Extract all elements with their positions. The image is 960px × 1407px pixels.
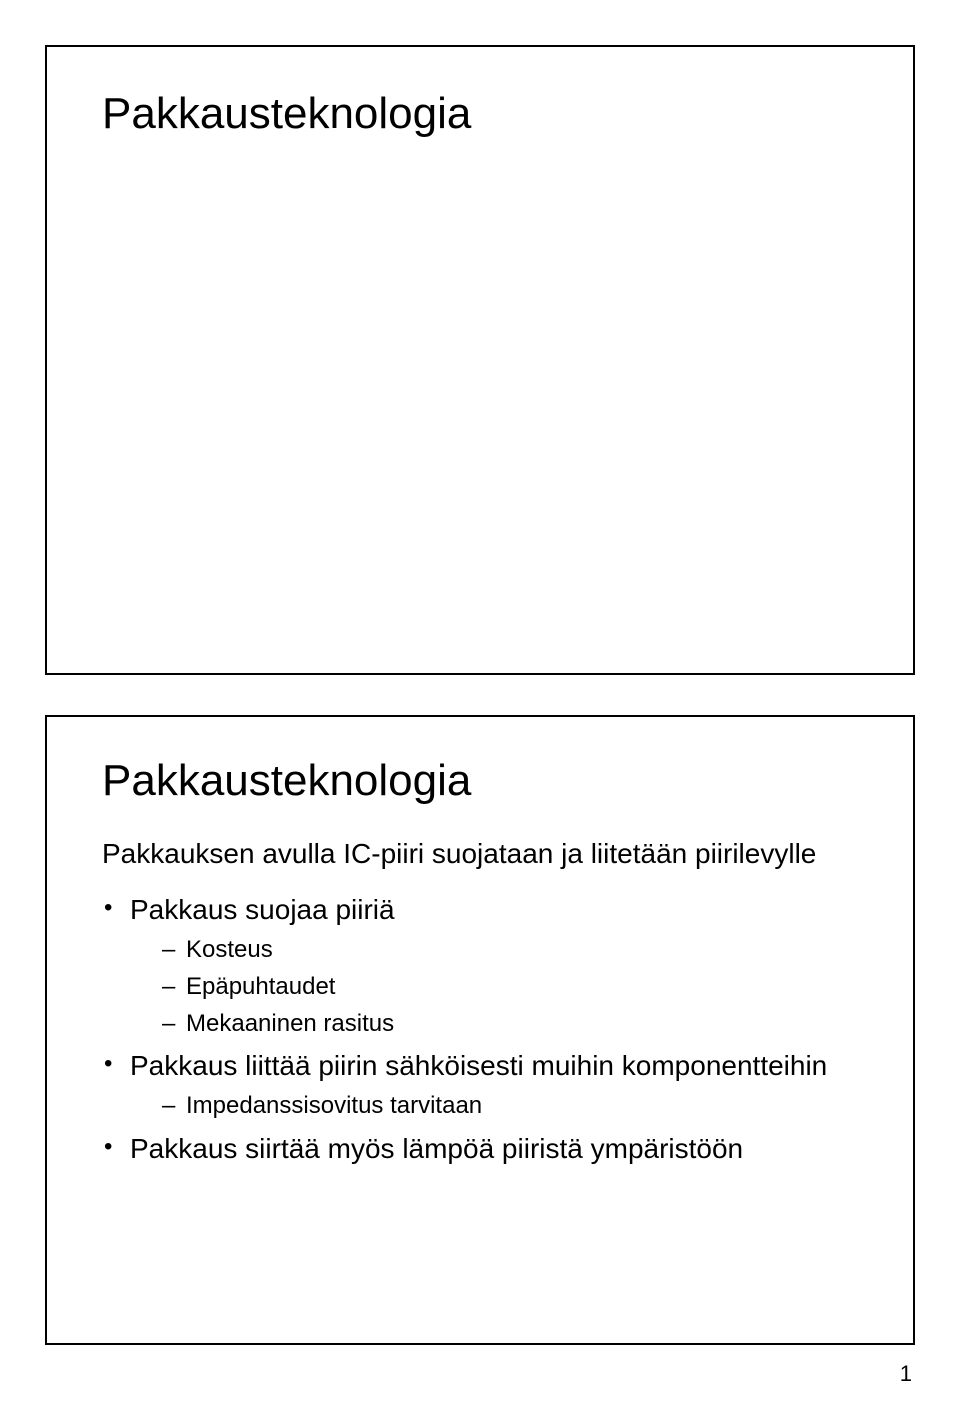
bullet-text: Pakkaus suojaa piiriä [130, 894, 395, 925]
bullet-list: Pakkaus suojaa piiriä Kosteus Epäpuhtaud… [102, 891, 873, 1168]
sub-item: Kosteus [162, 933, 873, 968]
list-item: Pakkaus suojaa piiriä Kosteus Epäpuhtaud… [102, 891, 873, 1041]
sub-item: Mekaaninen rasitus [162, 1007, 873, 1042]
sub-item: Impedanssisovitus tarvitaan [162, 1089, 873, 1124]
slide-2-intro: Pakkauksen avulla IC-piiri suojataan ja … [102, 835, 873, 873]
slide-2: Pakkausteknologia Pakkauksen avulla IC-p… [45, 715, 915, 1345]
list-item: Pakkaus siirtää myös lämpöä piiristä ymp… [102, 1130, 873, 1168]
sub-list: Kosteus Epäpuhtaudet Mekaaninen rasitus [130, 933, 873, 1041]
sub-text: Mekaaninen rasitus [186, 1010, 394, 1037]
list-item: Pakkaus liittää piirin sähköisesti muihi… [102, 1047, 873, 1124]
sub-list: Impedanssisovitus tarvitaan [130, 1089, 873, 1124]
bullet-text: Pakkaus siirtää myös lämpöä piiristä ymp… [130, 1133, 743, 1164]
page: Pakkausteknologia Pakkausteknologia Pakk… [0, 0, 960, 1407]
sub-item: Epäpuhtaudet [162, 970, 873, 1005]
page-number: 1 [900, 1361, 912, 1387]
sub-text: Impedanssisovitus tarvitaan [186, 1092, 482, 1119]
slide-2-body: Pakkauksen avulla IC-piiri suojataan ja … [102, 835, 873, 1167]
slide-1-title: Pakkausteknologia [102, 89, 471, 139]
sub-text: Kosteus [186, 936, 273, 963]
bullet-text: Pakkaus liittää piirin sähköisesti muihi… [130, 1050, 827, 1081]
sub-text: Epäpuhtaudet [186, 973, 335, 1000]
slide-1: Pakkausteknologia [45, 45, 915, 675]
slide-2-title: Pakkausteknologia [102, 757, 913, 805]
